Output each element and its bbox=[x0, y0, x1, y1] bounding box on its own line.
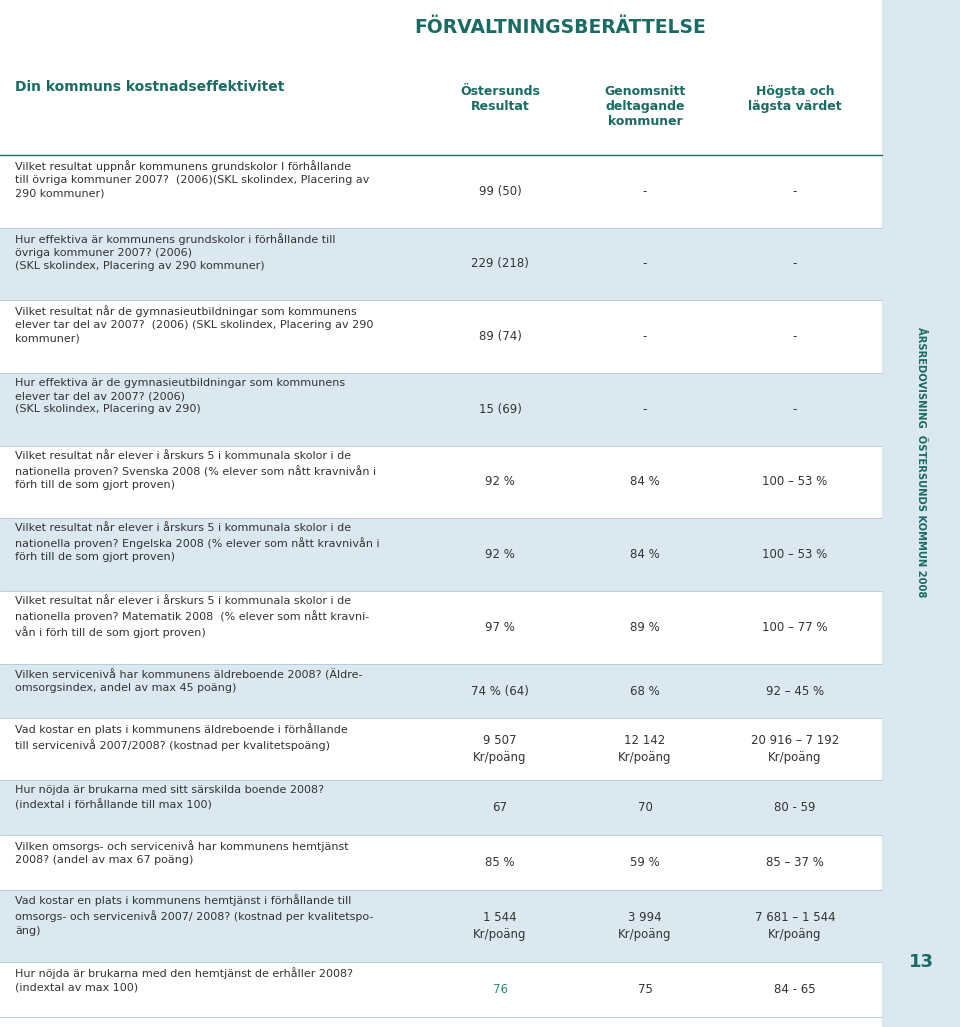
Bar bbox=[0, 663, 882, 718]
Text: FÖRVALTNINGSBERÄTTELSE: FÖRVALTNINGSBERÄTTELSE bbox=[414, 18, 706, 37]
Text: 84 %: 84 % bbox=[630, 548, 660, 561]
Bar bbox=[0, 228, 882, 300]
Text: 92 %: 92 % bbox=[485, 476, 515, 489]
Bar bbox=[0, 373, 882, 446]
Text: 89 %: 89 % bbox=[630, 620, 660, 634]
Text: Hur effektiva är de gymnasieutbildningar som kommunens
elever tar del av 2007? (: Hur effektiva är de gymnasieutbildningar… bbox=[15, 378, 346, 414]
Text: 12 142
Kr/poäng: 12 142 Kr/poäng bbox=[618, 734, 672, 764]
Text: Din kommuns kostnadseffektivitet: Din kommuns kostnadseffektivitet bbox=[15, 80, 284, 94]
Text: 3 994
Kr/poäng: 3 994 Kr/poäng bbox=[618, 911, 672, 941]
Text: Vilken servicenivå har kommunens äldreboende 2008? (Äldre-
omsorgsindex, andel a: Vilken servicenivå har kommunens äldrebo… bbox=[15, 669, 363, 693]
Text: 13: 13 bbox=[908, 953, 933, 971]
Text: 92 %: 92 % bbox=[485, 548, 515, 561]
Text: -: - bbox=[643, 185, 647, 198]
Text: 67: 67 bbox=[492, 801, 508, 814]
Text: 89 (74): 89 (74) bbox=[479, 330, 521, 343]
Text: Vilket resultat når elever i årskurs 5 i kommunala skolor i de
nationella proven: Vilket resultat når elever i årskurs 5 i… bbox=[15, 596, 370, 638]
Bar bbox=[0, 519, 882, 591]
Text: Hur nöjda är brukarna med sitt särskilda boende 2008?
(indextal i förhållande ti: Hur nöjda är brukarna med sitt särskilda… bbox=[15, 785, 324, 810]
Bar bbox=[882, 0, 960, 1027]
Text: 9 507
Kr/poäng: 9 507 Kr/poäng bbox=[473, 734, 527, 764]
Text: 84 - 65: 84 - 65 bbox=[774, 983, 816, 996]
Text: Högsta och
lägsta värdet: Högsta och lägsta värdet bbox=[748, 85, 842, 113]
Text: -: - bbox=[793, 330, 797, 343]
Text: 92 – 45 %: 92 – 45 % bbox=[766, 685, 824, 697]
Text: 68 %: 68 % bbox=[630, 685, 660, 697]
Text: 75: 75 bbox=[637, 983, 653, 996]
Text: Vilket resultat uppnår kommunens grundskolor I förhållande
till övriga kommuner : Vilket resultat uppnår kommunens grundsk… bbox=[15, 160, 370, 198]
Text: 74 % (64): 74 % (64) bbox=[471, 685, 529, 697]
Text: 85 – 37 %: 85 – 37 % bbox=[766, 855, 824, 869]
Text: 85 %: 85 % bbox=[485, 855, 515, 869]
Text: 84 %: 84 % bbox=[630, 476, 660, 489]
Text: 80 - 59: 80 - 59 bbox=[775, 801, 816, 814]
Text: Genomsnitt
deltagande
kommuner: Genomsnitt deltagande kommuner bbox=[605, 85, 685, 128]
Text: 100 – 77 %: 100 – 77 % bbox=[762, 620, 828, 634]
Text: -: - bbox=[643, 258, 647, 270]
Text: 99 (50): 99 (50) bbox=[479, 185, 521, 198]
Text: Östersunds
Resultat: Östersunds Resultat bbox=[460, 85, 540, 113]
Text: -: - bbox=[793, 258, 797, 270]
Text: 1 544
Kr/poäng: 1 544 Kr/poäng bbox=[473, 911, 527, 941]
Text: -: - bbox=[793, 403, 797, 416]
Text: 97 %: 97 % bbox=[485, 620, 515, 634]
Bar bbox=[0, 889, 882, 962]
Text: 59 %: 59 % bbox=[630, 855, 660, 869]
Text: 100 – 53 %: 100 – 53 % bbox=[762, 476, 828, 489]
Text: Vad kostar en plats i kommunens äldreboende i förhållande
till servicenivå 2007/: Vad kostar en plats i kommunens äldreboe… bbox=[15, 723, 348, 751]
Text: -: - bbox=[793, 185, 797, 198]
Text: 76: 76 bbox=[492, 983, 508, 996]
Text: 70: 70 bbox=[637, 801, 653, 814]
Text: 15 (69): 15 (69) bbox=[479, 403, 521, 416]
Text: Vad kostar en plats i kommunens hemtjänst i förhållande till
omsorgs- och servic: Vad kostar en plats i kommunens hemtjäns… bbox=[15, 895, 373, 936]
Text: Vilken omsorgs- och servicenivå har kommunens hemtjänst
2008? (andel av max 67 p: Vilken omsorgs- och servicenivå har komm… bbox=[15, 840, 348, 865]
Text: ÅRSREDOVISNING  ÖSTERSUNDS KOMMUN 2008: ÅRSREDOVISNING ÖSTERSUNDS KOMMUN 2008 bbox=[916, 327, 926, 598]
Text: Vilket resultat når de gymnasieutbildningar som kommunens
elever tar del av 2007: Vilket resultat når de gymnasieutbildnin… bbox=[15, 305, 373, 344]
Bar bbox=[0, 781, 882, 835]
Text: 100 – 53 %: 100 – 53 % bbox=[762, 548, 828, 561]
Text: -: - bbox=[643, 330, 647, 343]
Text: 7 681 – 1 544
Kr/poäng: 7 681 – 1 544 Kr/poäng bbox=[755, 911, 835, 941]
Text: 20 916 – 7 192
Kr/poäng: 20 916 – 7 192 Kr/poäng bbox=[751, 734, 839, 764]
Text: Hur effektiva är kommunens grundskolor i förhållande till
övriga kommuner 2007? : Hur effektiva är kommunens grundskolor i… bbox=[15, 233, 335, 271]
Text: Vilket resultat når elever i årskurs 5 i kommunala skolor i de
nationella proven: Vilket resultat når elever i årskurs 5 i… bbox=[15, 451, 376, 490]
Text: 229 (218): 229 (218) bbox=[471, 258, 529, 270]
Text: -: - bbox=[643, 403, 647, 416]
Text: Vilket resultat når elever i årskurs 5 i kommunala skolor i de
nationella proven: Vilket resultat når elever i årskurs 5 i… bbox=[15, 524, 379, 563]
Text: Hur nöjda är brukarna med den hemtjänst de erhåller 2008?
(indextal av max 100): Hur nöjda är brukarna med den hemtjänst … bbox=[15, 967, 353, 992]
